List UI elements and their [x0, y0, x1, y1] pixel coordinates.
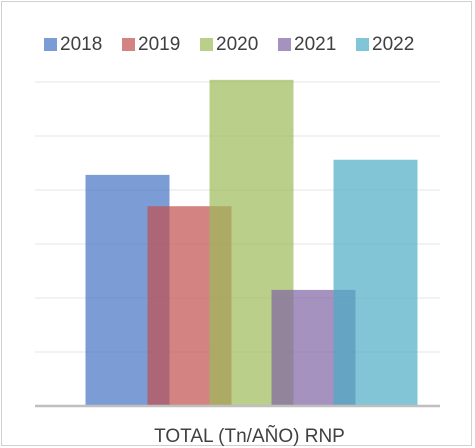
legend-swatch [356, 38, 369, 51]
legend-label: 2020 [216, 34, 258, 55]
x-tick-label: TOTAL (Tn/AÑO) RNP [154, 425, 345, 447]
legend-swatch [278, 38, 291, 51]
legend-label: 2021 [294, 34, 336, 55]
legend-label: 2019 [138, 34, 180, 55]
bar [333, 159, 418, 406]
legend-swatch [44, 38, 57, 51]
legend-swatch [122, 38, 135, 51]
legend-swatch [200, 38, 213, 51]
legend-label: 2018 [60, 34, 102, 55]
legend-label: 2022 [372, 34, 414, 55]
